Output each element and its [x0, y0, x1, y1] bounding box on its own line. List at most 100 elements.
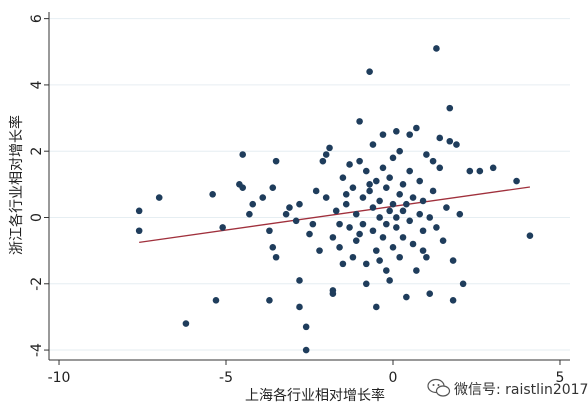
data-point	[423, 151, 430, 158]
data-point	[339, 174, 347, 182]
data-point	[336, 220, 343, 228]
data-point	[376, 257, 383, 264]
data-point	[372, 303, 380, 311]
data-point	[266, 297, 273, 304]
gridlines	[49, 18, 570, 351]
y-tick-label: 2	[29, 147, 45, 156]
y-tick-label: 4	[29, 80, 45, 89]
data-point	[282, 210, 290, 218]
x-tick-label: 5	[556, 370, 565, 386]
data-point	[396, 147, 403, 155]
data-point	[362, 280, 370, 288]
data-point	[383, 267, 390, 274]
data-point	[302, 346, 310, 354]
data-point	[329, 290, 337, 298]
data-point	[426, 290, 434, 298]
data-point	[383, 184, 390, 191]
data-point	[219, 224, 226, 231]
data-point	[433, 224, 440, 231]
data-point	[379, 131, 387, 138]
data-point	[419, 227, 427, 235]
data-point	[386, 207, 393, 215]
data-point	[296, 303, 303, 311]
data-point	[286, 204, 293, 211]
data-point	[413, 124, 420, 132]
data-point	[356, 157, 363, 165]
data-point	[352, 237, 360, 244]
data-point	[386, 277, 393, 284]
data-point	[259, 194, 267, 201]
data-point	[269, 184, 277, 191]
data-point	[419, 247, 427, 254]
data-point	[406, 131, 413, 138]
data-point	[366, 68, 373, 75]
data-point	[429, 187, 437, 195]
watermark: 微信号: raistlin2017	[427, 378, 588, 398]
fit-line-layer	[139, 186, 531, 243]
data-point	[396, 190, 403, 198]
data-point	[272, 253, 280, 261]
data-point	[476, 167, 484, 175]
data-point	[416, 177, 424, 185]
data-point	[369, 141, 377, 148]
data-point	[436, 134, 444, 142]
data-point	[239, 184, 247, 191]
y-tick-label: 0	[29, 213, 45, 222]
data-point	[379, 234, 387, 241]
data-point	[356, 230, 363, 238]
data-point	[379, 164, 387, 172]
data-point	[409, 240, 417, 248]
data-point	[386, 174, 393, 182]
data-point	[349, 253, 357, 261]
data-point	[332, 207, 340, 215]
data-point	[436, 164, 444, 172]
data-point	[312, 187, 320, 195]
data-point	[396, 253, 403, 261]
data-point	[322, 194, 330, 201]
data-point	[399, 181, 407, 188]
data-point	[292, 217, 300, 225]
data-point	[453, 141, 460, 148]
data-point	[369, 227, 377, 235]
data-point	[342, 200, 350, 208]
y-axis-title: 浙江各行业相对增长率	[8, 115, 25, 255]
data-point	[359, 194, 367, 201]
data-point	[393, 128, 400, 135]
data-point	[309, 220, 317, 228]
x-tick-label: -5	[219, 370, 233, 386]
data-point	[426, 214, 434, 221]
data-point	[399, 207, 407, 215]
data-point	[489, 164, 497, 172]
wechat-icon	[427, 378, 451, 397]
data-point	[326, 144, 333, 152]
data-point	[393, 224, 400, 231]
data-point	[329, 234, 337, 241]
data-point	[376, 197, 383, 205]
data-point	[449, 257, 457, 264]
fit-line	[139, 186, 531, 243]
data-point	[383, 220, 390, 228]
data-point	[359, 220, 367, 228]
data-points	[135, 45, 534, 354]
data-point	[346, 161, 353, 168]
x-tick-label: 0	[389, 370, 398, 386]
data-point	[182, 320, 190, 327]
data-point	[389, 200, 397, 208]
x-tick-label: -10	[48, 370, 71, 386]
data-point	[352, 210, 360, 218]
data-point	[369, 204, 377, 211]
watermark-text: 微信号: raistlin2017	[454, 382, 588, 398]
data-point	[446, 137, 454, 145]
data-point	[446, 104, 454, 112]
data-point	[403, 293, 410, 301]
data-point	[389, 154, 397, 162]
data-point	[296, 277, 303, 284]
data-point	[349, 184, 357, 191]
data-point	[419, 197, 427, 205]
data-point	[336, 244, 343, 251]
data-point	[346, 224, 353, 231]
data-point	[466, 167, 474, 175]
data-point	[372, 177, 380, 185]
